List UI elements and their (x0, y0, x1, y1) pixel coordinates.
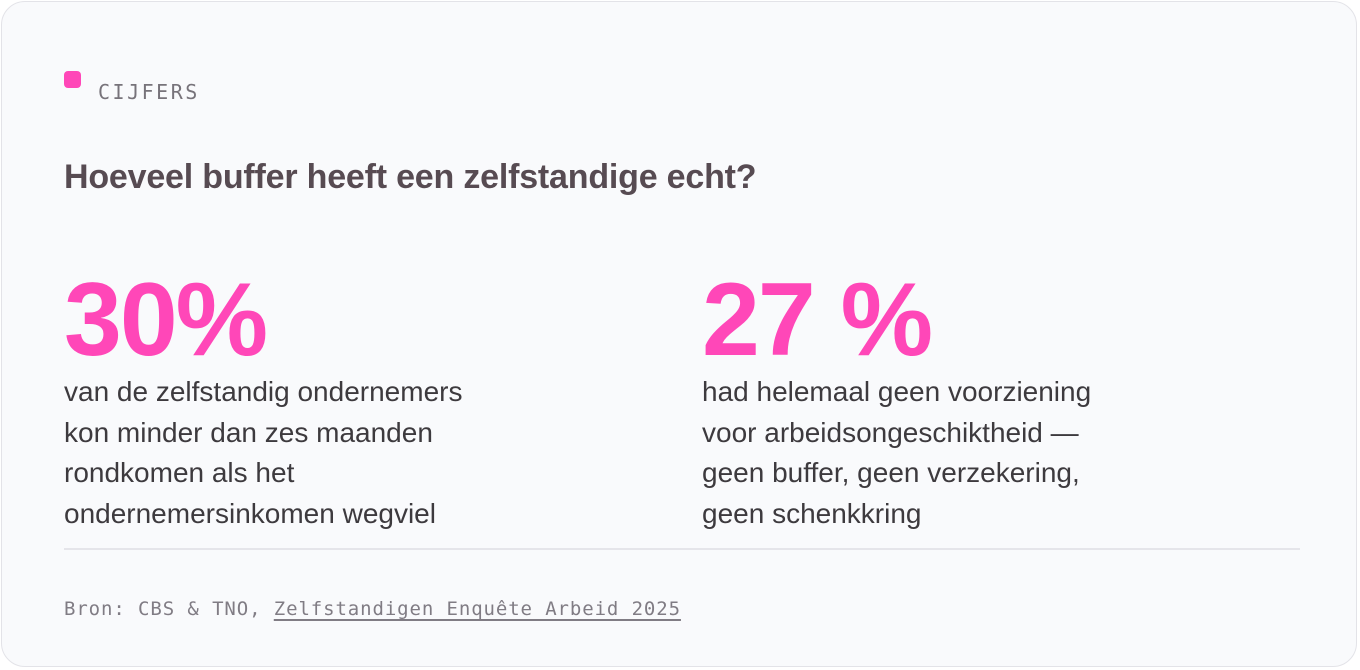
stat-value-2: 27 % (702, 262, 933, 378)
stat-description-1: van de zelfstandig ondernemers kon minde… (64, 372, 534, 534)
source-link[interactable]: Zelfstandigen Enquête Arbeid 2025 (273, 598, 681, 620)
stat-block-2: 27 % had helemaal geen voorziening voor … (702, 268, 1152, 534)
stat-description-line: voor arbeidsongeschiktheid — (702, 416, 1079, 448)
source-note: Bron: CBS & TNO, Zelfstandigen Enquête A… (64, 597, 681, 621)
stat-description-2: had helemaal geen voorziening voor arbei… (702, 372, 1152, 534)
stat-description-line: geen buffer, geen verzekering, (702, 457, 1080, 488)
stat-description-line: geen schenkkring (702, 497, 922, 529)
stat-value-1: 30% (64, 262, 268, 378)
stat-block-1: 30% van de zelfstandig ondernemers kon m… (64, 268, 534, 534)
stat-description-line: van de zelfstandig ondernemers (64, 376, 463, 407)
eyebrow-label: CIJFERS (98, 80, 200, 104)
eyebrow-marker-icon (64, 71, 81, 88)
stat-description-line: rondkomen als het (64, 457, 295, 488)
card-headline: Hoeveel buffer heeft een zelfstandige ec… (64, 158, 757, 196)
stat-description-line: had helemaal geen voorziening (702, 376, 1092, 407)
stat-description-line: kon minder dan zes maanden (64, 416, 433, 448)
divider (64, 548, 1300, 550)
stat-description-line: ondernemersinkomen wegviel (64, 497, 436, 529)
source-prefix: Bron: CBS & TNO, (64, 598, 274, 620)
